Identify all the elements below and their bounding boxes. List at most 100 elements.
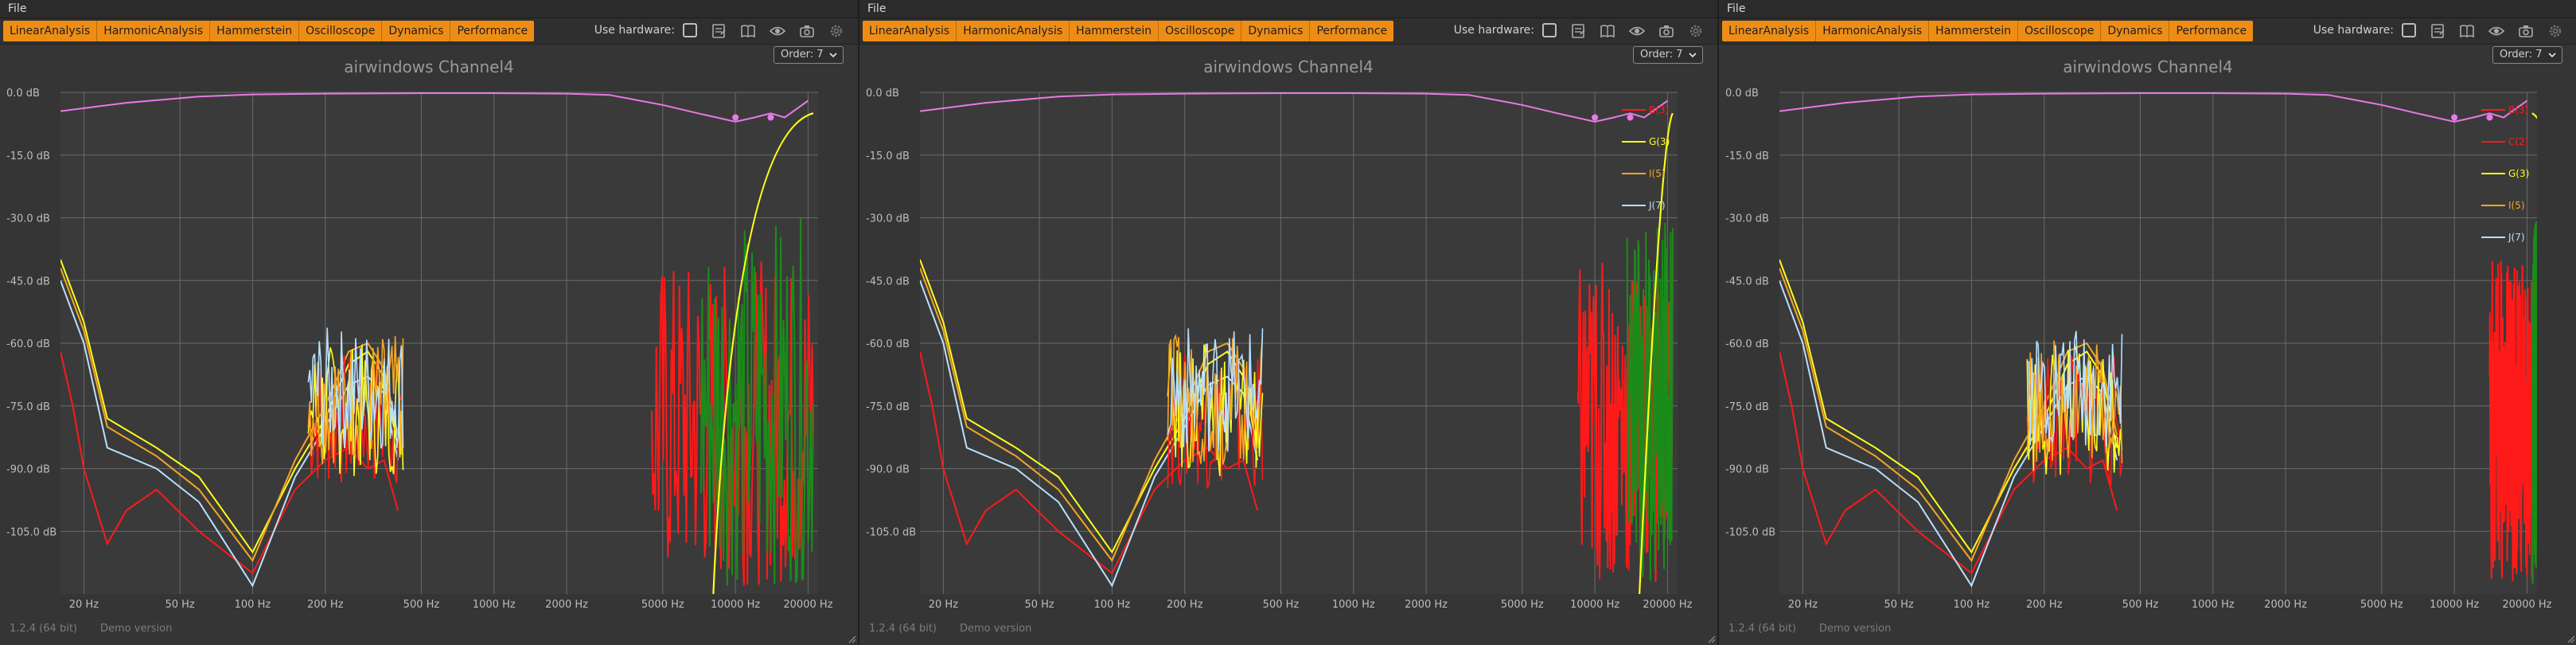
order-select[interactable]: Order: 7 [1633,46,1703,64]
gear-icon[interactable] [2547,22,2564,40]
tab-performance[interactable]: Performance [450,21,535,41]
tab-hammerstein[interactable]: Hammerstein [210,21,300,41]
menu-bar: File [0,0,858,18]
tab-harmonicanalysis[interactable]: HarmonicAnalysis [1816,21,1930,41]
series-group [920,92,1674,594]
x-tick-label: 5000 Hz [2360,599,2403,611]
use-hardware-label: Use hardware: [2313,24,2394,37]
fundamental-marker [2451,114,2458,121]
series-hf-h3 [1639,112,1674,594]
series-hf-h4 [2531,221,2537,584]
series-noise-h5 [307,336,404,465]
x-tick-label: 20000 Hz [2502,599,2551,611]
y-tick-label: 0.0 dB [6,88,40,100]
fundamental-marker [767,114,774,121]
series-hf-h2 [2488,260,2533,581]
eye-icon[interactable] [1628,22,1646,40]
tab-oscilloscope[interactable]: Oscilloscope [299,21,383,41]
series-noise-h2 [1167,354,1264,489]
tab-hammerstein[interactable]: Hammerstein [1070,21,1159,41]
gear-icon[interactable] [828,22,845,40]
tab-bar: LinearAnalysis HarmonicAnalysis Hammerstei… [863,21,1394,41]
series-line-fundamental [920,92,1668,123]
book-icon[interactable] [739,22,757,40]
camera-icon[interactable] [798,22,816,40]
tab-hammerstein[interactable]: Hammerstein [1929,21,2019,41]
menu-file[interactable]: File [867,2,887,15]
resize-grip-icon[interactable] [847,634,856,643]
notes-icon[interactable] [710,22,727,40]
tab-bar: LinearAnalysis HarmonicAnalysis Hammerstei… [1722,21,2254,41]
y-tick-label: -90.0 dB [6,464,50,476]
legend-label: B(3) [2508,104,2528,115]
series-hf-h3 [712,112,814,594]
x-tick-label: 50 Hz [1024,599,1054,611]
x-tick-label: 2000 Hz [545,599,588,611]
y-tick-label: -105.0 dB [866,526,916,538]
y-tick-label: -15.0 dB [1725,150,1769,162]
tab-linearanalysis[interactable]: LinearAnalysis [863,21,957,41]
book-icon[interactable] [2458,22,2476,40]
y-tick-label: -15.0 dB [866,150,910,162]
y-tick-label: -75.0 dB [6,401,50,413]
tab-harmonicanalysis[interactable]: HarmonicAnalysis [97,21,211,41]
eye-icon[interactable] [2488,22,2505,40]
tab-harmonicanalysis[interactable]: HarmonicAnalysis [957,21,1070,41]
tab-oscilloscope[interactable]: Oscilloscope [1159,21,1242,41]
notes-icon[interactable] [1569,22,1587,40]
tab-dynamics[interactable]: Dynamics [2101,21,2170,41]
series-noise-h7 [2027,330,2123,447]
resize-grip-icon[interactable] [2566,634,2575,643]
tab-linearanalysis[interactable]: LinearAnalysis [3,21,98,41]
use-hardware-checkbox[interactable] [1542,23,1557,37]
notes-icon[interactable] [2429,22,2446,40]
y-tick-label: -60.0 dB [866,338,910,350]
analyzer-panel-right: File LinearAnalysis HarmonicAnalysis Hammer… [1719,0,2576,645]
x-tick-label: 200 Hz [2026,599,2063,611]
tab-performance[interactable]: Performance [2169,21,2254,41]
resize-grip-icon[interactable] [1706,634,1716,643]
y-tick-label: -105.0 dB [6,526,57,538]
series-line-fundamental [1779,92,2527,123]
tab-oscilloscope[interactable]: Oscilloscope [2018,21,2102,41]
gear-icon[interactable] [1687,22,1705,40]
toolbar: LinearAnalysis HarmonicAnalysis Hammerstei… [859,18,1717,45]
menu-file[interactable]: File [1727,2,1746,15]
y-tick-label: 0.0 dB [866,88,899,100]
y-tick-label: -60.0 dB [1725,338,1769,350]
x-tick-label: 200 Hz [307,599,344,611]
use-hardware-checkbox[interactable] [683,23,697,37]
frequency-response-plot: 0.0 dB -15.0 dB -30.0 dB -45.0 dB -60.0 dB -7… [6,88,833,611]
x-tick-label: 1000 Hz [2192,599,2235,611]
y-tick-label: -75.0 dB [866,401,910,413]
y-tick-label: -60.0 dB [6,338,50,350]
tab-bar: LinearAnalysis HarmonicAnalysis Hammerstei… [3,21,535,41]
y-tick-label: -105.0 dB [1725,526,1775,538]
legend-label: G(3) [1649,136,1670,147]
book-icon[interactable] [1599,22,1616,40]
order-select[interactable]: Order: 7 [2492,46,2562,64]
frequency-response-plot: 0.0 dB -15.0 dB -30.0 dB -45.0 dB -60.0 dB -7… [1725,88,2552,611]
y-tick-label: 0.0 dB [1725,88,1759,100]
tab-dynamics[interactable]: Dynamics [1241,21,1311,41]
camera-icon[interactable] [2517,22,2535,40]
chevron-down-icon [829,53,837,58]
camera-icon[interactable] [1658,22,1675,40]
legend-label: I(5) [1649,168,1666,179]
order-select[interactable]: Order: 7 [774,46,844,64]
menu-file[interactable]: File [8,2,27,15]
x-tick-label: 500 Hz [1263,599,1300,611]
tab-dynamics[interactable]: Dynamics [382,21,451,41]
tab-linearanalysis[interactable]: LinearAnalysis [1722,21,1817,41]
y-tick-label: -30.0 dB [1725,213,1769,225]
series-noise-h5 [2026,340,2123,463]
eye-icon[interactable] [769,22,786,40]
chevron-down-icon [2548,53,2556,58]
tab-performance[interactable]: Performance [1310,21,1394,41]
order-select-value: Order: 7 [2500,49,2543,61]
legend-label: G(3) [2508,168,2529,179]
x-tick-label: 5000 Hz [1501,599,1544,611]
series-line-fundamental [60,92,809,123]
series-line-h5 [60,268,399,562]
use-hardware-checkbox[interactable] [2402,23,2416,37]
